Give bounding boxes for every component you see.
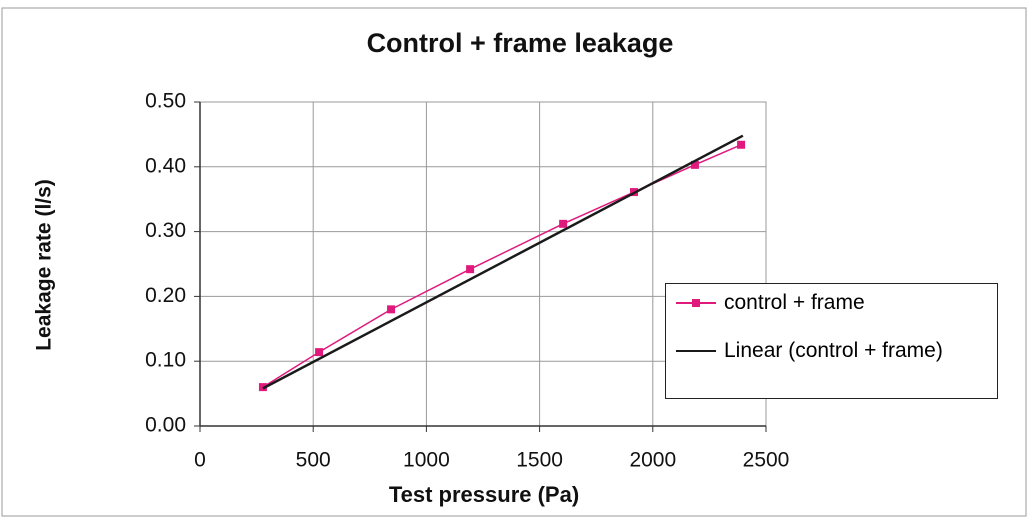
data-point [559, 219, 568, 228]
y-tick-label: 0.00 [145, 414, 186, 437]
y-tick-label: 0.40 [145, 154, 186, 177]
y-tick-label: 0.50 [145, 90, 186, 113]
x-tick-label: 1500 [516, 449, 563, 472]
data-point [466, 265, 475, 274]
x-tick-label: 500 [296, 449, 331, 472]
x-axis-label: Test pressure (Pa) [389, 482, 579, 507]
legend-label: control + frame [724, 291, 865, 314]
x-tick-label: 1000 [403, 449, 450, 472]
x-tick-label: 2500 [743, 449, 790, 472]
legend-marker [692, 299, 700, 307]
legend-label: Linear (control + frame) [724, 339, 943, 362]
x-tick-label: 2000 [629, 449, 676, 472]
data-point [690, 160, 699, 169]
y-tick-label: 0.20 [145, 284, 186, 307]
y-tick-label: 0.10 [145, 349, 186, 372]
data-point [387, 305, 396, 314]
x-tick-label: 0 [194, 449, 206, 472]
legend-entry: control + frame [676, 292, 994, 314]
y-tick-label: 0.30 [145, 219, 186, 242]
data-point [737, 140, 746, 149]
series-line [262, 134, 744, 390]
legend-swatch [676, 299, 716, 307]
y-axis-label: Leakage rate (l/s) [33, 179, 56, 351]
legend-entry: Linear (control + frame) [676, 340, 994, 362]
legend: control + frame Linear (control + frame) [665, 283, 998, 399]
data-point [315, 348, 324, 357]
chart-title: Control + frame leakage [367, 28, 674, 58]
legend-swatch [676, 350, 716, 352]
series-line [262, 144, 742, 388]
